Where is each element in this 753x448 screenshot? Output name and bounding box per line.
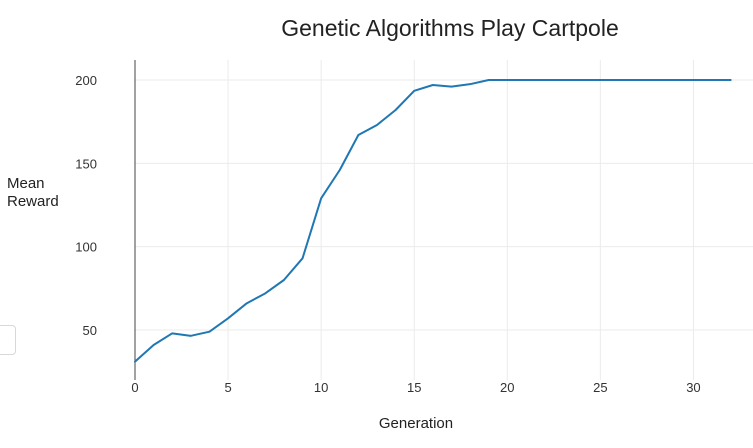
x-tick-label: 30 [686, 380, 700, 395]
series-line-0 [134, 79, 732, 363]
y-tick-label: 200 [75, 73, 97, 88]
grid-layer [135, 60, 753, 380]
y-axis-title-line: Reward [7, 193, 59, 210]
x-tick-label: 5 [224, 380, 231, 395]
y-tick-label: 150 [75, 156, 97, 171]
x-tick-label: 0 [131, 380, 138, 395]
y-axis-title: Mean Reward [7, 175, 59, 210]
x-axis-title: Generation [379, 415, 453, 432]
y-tick-label: 100 [75, 240, 97, 255]
axis-layer: 0 5 10 15 20 25 30 50 100 150 200 [75, 60, 701, 395]
x-tick-label: 15 [407, 380, 421, 395]
x-tick-label: 20 [500, 380, 514, 395]
sidebar-toggle-button[interactable] [0, 325, 16, 355]
x-tick-label: 10 [314, 380, 328, 395]
y-axis-title-line: Mean [7, 175, 45, 192]
series-layer [134, 79, 732, 363]
x-tick-label: 25 [593, 380, 607, 395]
chart-title: Genetic Algorithms Play Cartpole [281, 15, 619, 41]
y-tick-label: 50 [83, 323, 97, 338]
